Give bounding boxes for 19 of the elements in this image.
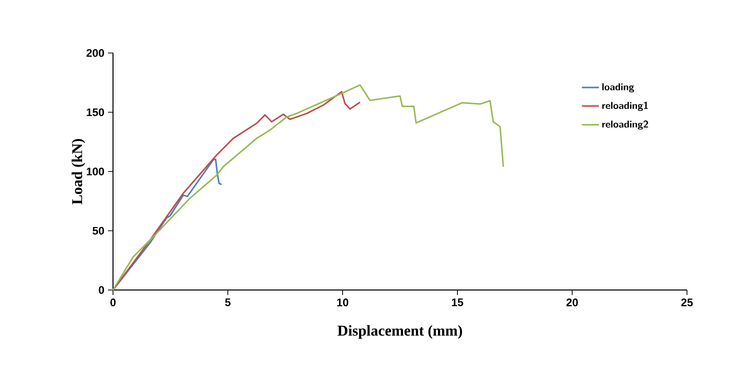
- x-tick-label: 5: [225, 298, 231, 306]
- legend-label: loading: [602, 83, 634, 92]
- y-tick-label: 0: [98, 286, 104, 294]
- x-tick-label: 15: [452, 298, 464, 306]
- legend-label: reloading2: [602, 120, 648, 130]
- y-axis-title: Load (kN): [72, 139, 86, 204]
- x-tick-label: 0: [110, 298, 116, 306]
- x-tick-label: 25: [681, 298, 693, 306]
- y-tick-label: 150: [86, 108, 104, 116]
- line-series: [112, 158, 222, 291]
- x-tick-label: 20: [566, 298, 578, 306]
- x-axis-title: Displacement (mm): [338, 325, 462, 339]
- y-tick-label: 50: [92, 226, 104, 235]
- line-series: [112, 90, 361, 291]
- line-series: [112, 84, 504, 291]
- y-tick-label: 100: [86, 168, 104, 176]
- legend-label: reloading1: [602, 102, 648, 111]
- x-tick-label: 10: [337, 298, 348, 306]
- y-tick-label: 200: [86, 49, 104, 57]
